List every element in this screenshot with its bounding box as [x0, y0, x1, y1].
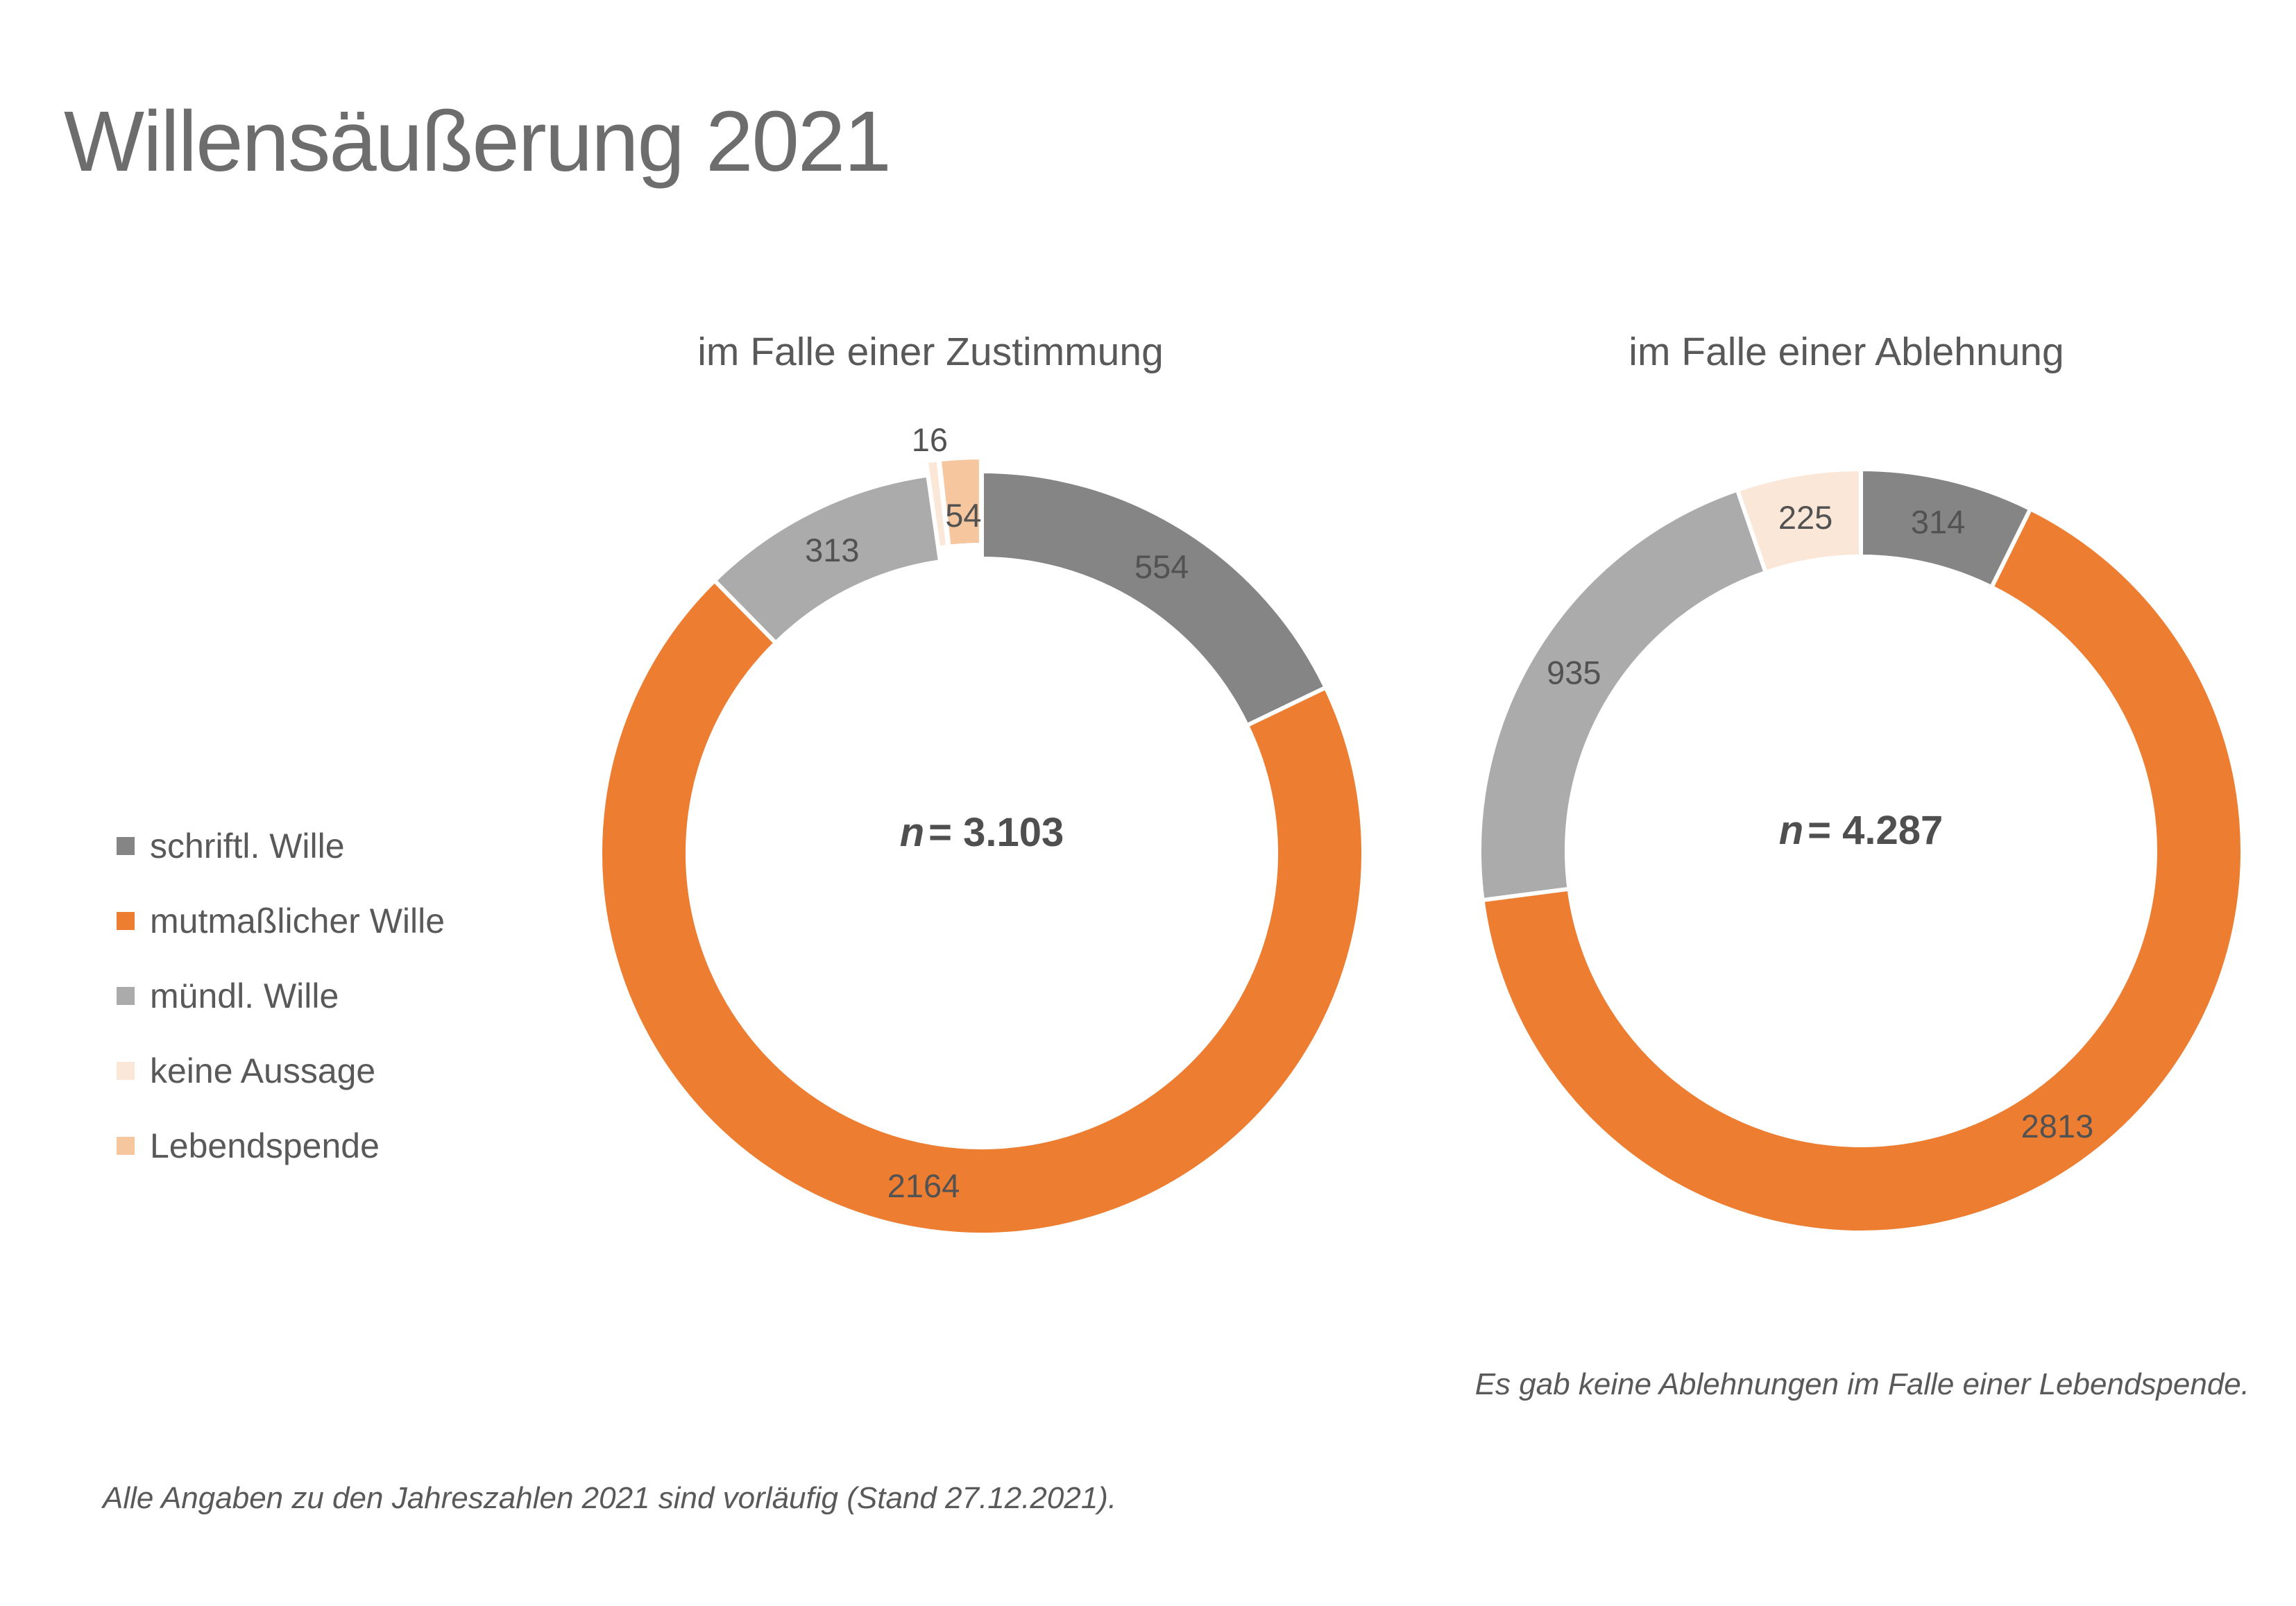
segment-value-label-schriftl-wille: 554: [1134, 548, 1189, 585]
donut-segment-schriftl-wille: [980, 468, 1329, 729]
legend-label: keine Aussage: [150, 1051, 376, 1090]
legend-swatch-muendl-wille: [117, 987, 135, 1005]
segment-value-label-mutmasslicher-wille: 2164: [887, 1167, 960, 1204]
legend: schriftl. Wille mutmaßlicher Wille mündl…: [117, 809, 445, 1183]
legend-label: mutmaßlicher Wille: [150, 902, 445, 940]
legend-item-schriftl-wille: schriftl. Wille: [117, 809, 445, 884]
legend-swatch-keine-aussage: [117, 1062, 135, 1080]
donut-segment-mutmasslicher-wille: [1480, 506, 2245, 1235]
chart-title-ablehnung: im Falle einer Ablehnung: [1629, 330, 2064, 374]
legend-item-keine-aussage: keine Aussage: [117, 1033, 445, 1108]
segment-value-label-schriftl-wille: 314: [1911, 503, 1965, 540]
segment-value-label-lebendspende: 54: [945, 497, 981, 534]
n-total-ablehnung: n = 4.287: [1653, 807, 2069, 854]
page-title: Willensäußerung 2021: [64, 94, 892, 189]
legend-swatch-lebendspende: [117, 1137, 135, 1155]
chart-title-zustimmung: im Falle einer Zustimmung: [697, 330, 1164, 374]
legend-swatch-schriftl-wille: [117, 837, 135, 855]
legend-label: schriftl. Wille: [150, 827, 345, 865]
n-symbol: n: [1778, 808, 1804, 853]
segment-value-label-mutmasslicher-wille: 2813: [2021, 1108, 2094, 1144]
donut-segment-mutmasslicher-wille: [598, 577, 1366, 1237]
n-symbol: n: [899, 810, 925, 855]
legend-label: Lebendspende: [150, 1126, 380, 1165]
segment-value-label-keine-aussage: 16: [912, 421, 948, 458]
donut-chart-zustimmung: 554 2164 313 16 54: [598, 421, 1366, 1237]
footnote-vorlaeufig: Alle Angaben zu den Jahreszahlen 2021 si…: [103, 1481, 1117, 1515]
donut-segment-keine-aussage: [1735, 466, 1863, 575]
legend-swatch-mutmasslicher-wille: [117, 912, 135, 930]
n-value: = 4.287: [1808, 808, 1944, 853]
footnote-lebendspende: Es gab keine Ablehnungen im Falle einer …: [1474, 1367, 2250, 1401]
legend-label: mündl. Wille: [150, 977, 339, 1015]
segment-value-label-keine-aussage: 225: [1778, 499, 1832, 536]
legend-item-muendl-wille: mündl. Wille: [117, 958, 445, 1033]
legend-item-mutmasslicher-wille: mutmaßlicher Wille: [117, 884, 445, 958]
segment-value-label-muendl-wille: 935: [1547, 654, 1601, 691]
n-total-zustimmung: n = 3.103: [774, 809, 1190, 856]
donut-chart-ablehnung: 314 2813 935 225: [1477, 466, 2245, 1235]
donut-segment-lebendspende: [937, 455, 983, 549]
legend-item-lebendspende: Lebendspende: [117, 1108, 445, 1183]
n-value: = 3.103: [928, 810, 1064, 855]
donut-segment-muendl-wille: [1477, 487, 1769, 903]
segment-value-label-muendl-wille: 313: [805, 532, 859, 568]
